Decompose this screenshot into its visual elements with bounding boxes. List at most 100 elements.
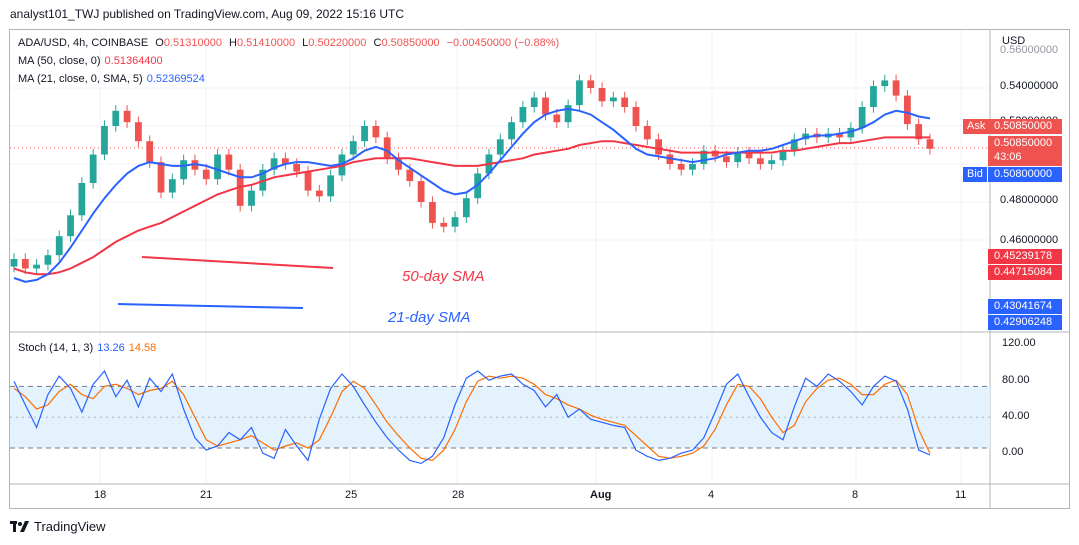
time-tick: Aug <box>590 489 612 501</box>
candle-body <box>519 107 527 123</box>
candle-body <box>734 152 742 163</box>
stochastic-panel <box>10 369 990 465</box>
candle-body <box>643 126 651 140</box>
ma50-tag: 0.45239178 <box>988 249 1062 264</box>
candle-body <box>677 164 685 170</box>
tradingview-brand: TradingView <box>34 519 106 534</box>
candle-body <box>10 259 18 267</box>
candle-body <box>157 162 165 193</box>
bar-countdown: 43:06 <box>994 151 1022 163</box>
candle-body <box>293 164 301 172</box>
candle-body <box>67 215 74 237</box>
ohlc-legend: ADA/USD, 4h, COINBASE O0.51310000 H0.514… <box>18 37 563 49</box>
candle-body <box>44 255 52 265</box>
ask-badge: Ask <box>963 119 990 134</box>
ma21-tag: 0.43041674 <box>988 299 1062 314</box>
candle-body <box>576 80 583 106</box>
stoch-tick: 120.00 <box>1002 337 1036 349</box>
candle-body <box>123 110 131 123</box>
ma50-value: 0.51364400 <box>104 55 163 67</box>
candle-body <box>361 126 368 142</box>
symbol-label: ADA/USD, 4h, COINBASE <box>18 37 149 49</box>
open-label: O <box>155 37 164 49</box>
stoch-k-line <box>13 369 931 465</box>
candle-body <box>496 139 504 155</box>
time-tick: 25 <box>345 489 358 501</box>
candle-body <box>542 97 549 115</box>
currency-label: USD <box>1002 35 1026 47</box>
candle-body <box>202 169 210 180</box>
candle-body <box>745 152 753 159</box>
price-tick: 0.46000000 <box>1000 234 1059 246</box>
ma50-tag-2: 0.44715084 <box>988 265 1062 280</box>
candle-body <box>689 164 696 170</box>
moving-averages <box>13 107 931 283</box>
candle-body <box>146 141 154 163</box>
publisher-line: analyst101_TWJ published on TradingView.… <box>10 7 405 21</box>
high-value: 0.51410000 <box>236 37 296 49</box>
candle-body <box>756 158 764 164</box>
low-label: L <box>302 37 309 49</box>
stoch-d-value: 14.58 <box>128 342 157 354</box>
stoch-legend: Stoch (14, 1, 3) 13.26 14.58 <box>18 342 160 354</box>
candle-body <box>270 158 278 170</box>
candle-body <box>55 236 63 256</box>
candle-body <box>779 150 787 161</box>
candle-body <box>304 171 312 191</box>
stoch-d-line <box>13 375 931 462</box>
candle-body <box>395 158 402 170</box>
candle-body <box>915 124 923 140</box>
candle-body <box>101 126 108 155</box>
time-tick: 4 <box>708 489 715 501</box>
high-label: H <box>229 37 237 49</box>
bid-price-tag: 0.50800000 <box>988 167 1062 182</box>
time-tick: 28 <box>452 489 465 501</box>
low-value: 0.50220000 <box>308 37 367 49</box>
current-price-tag: 0.50850000 43:06 <box>988 136 1062 166</box>
candle-body <box>881 80 889 87</box>
candle-body <box>214 154 221 180</box>
candle-body <box>609 97 617 102</box>
candle-body <box>225 154 233 170</box>
stoch-label: Stoch (14, 1, 3) <box>18 342 94 354</box>
price-tick: 0.54000000 <box>1000 80 1059 92</box>
current-price: 0.50850000 <box>994 137 1053 149</box>
ask-price-tag: 0.50850000 <box>988 119 1062 134</box>
candle-body <box>429 202 436 223</box>
chart-frame <box>9 29 1070 509</box>
candle-body <box>349 141 357 155</box>
candle-body <box>168 179 176 193</box>
candle-body <box>530 97 538 107</box>
candle-body <box>858 107 866 128</box>
candle-body <box>135 122 142 142</box>
price-tick: 0.56000000 <box>1000 44 1059 56</box>
candle-body <box>926 139 934 149</box>
candle-body <box>587 80 595 88</box>
candle-body <box>655 139 662 155</box>
change-value: −0.00450000 (−0.88%) <box>446 37 560 49</box>
candle-body <box>790 139 798 151</box>
candle-body <box>315 190 323 197</box>
price-tick: 0.48000000 <box>1000 194 1059 206</box>
stoch-k-value: 13.26 <box>97 342 125 354</box>
candle-body <box>451 217 459 227</box>
time-tick: 21 <box>200 489 213 501</box>
candle-body <box>440 222 448 227</box>
ma50-label: MA (50, close, 0) <box>18 55 101 67</box>
candle-body <box>598 88 606 102</box>
stoch-tick: 80.00 <box>1002 374 1030 386</box>
time-tick: 18 <box>94 489 107 501</box>
candle-body <box>180 160 188 180</box>
sma50-annotation-line <box>141 256 334 269</box>
candle-body <box>768 160 776 164</box>
candle-body <box>564 105 572 123</box>
ma21-tag-2: 0.42906248 <box>988 315 1062 330</box>
candle-body <box>508 122 515 140</box>
stoch-tick: 0.00 <box>1002 446 1024 458</box>
candle-body <box>417 181 425 202</box>
tradingview-logo[interactable]: TradingView <box>10 519 106 534</box>
candle-body <box>78 183 86 216</box>
candle-body <box>21 259 29 269</box>
close-value: 0.50850000 <box>381 37 440 49</box>
